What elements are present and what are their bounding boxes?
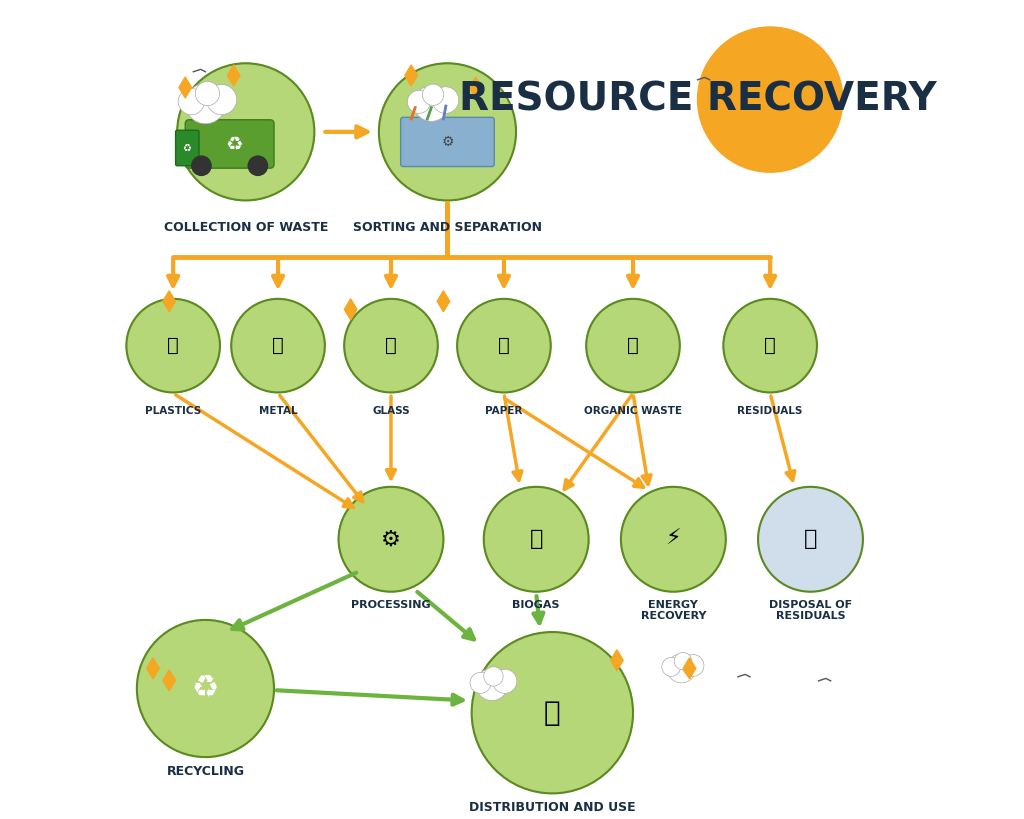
Circle shape [432, 87, 459, 113]
Polygon shape [812, 61, 825, 82]
Text: METAL: METAL [259, 406, 297, 416]
Polygon shape [227, 65, 240, 86]
Text: RESIDUALS: RESIDUALS [737, 406, 803, 416]
Text: ENERGY
RECOVERY: ENERGY RECOVERY [641, 600, 707, 622]
Text: 🚜: 🚜 [804, 529, 817, 550]
Text: RESOURCE RECOVERY: RESOURCE RECOVERY [459, 80, 936, 119]
Circle shape [191, 156, 211, 175]
Text: ⚙: ⚙ [441, 134, 454, 148]
Polygon shape [163, 291, 175, 312]
Text: ⚙: ⚙ [381, 529, 401, 550]
Circle shape [126, 299, 220, 392]
Polygon shape [683, 658, 695, 679]
Circle shape [344, 299, 438, 392]
Circle shape [470, 672, 492, 694]
Polygon shape [764, 69, 776, 90]
Circle shape [483, 667, 503, 686]
Text: 🏠: 🏠 [544, 699, 561, 726]
Circle shape [196, 81, 219, 106]
Circle shape [178, 88, 205, 115]
Circle shape [621, 486, 726, 591]
Circle shape [682, 654, 703, 676]
Text: DISPOSAL OF
RESIDUALS: DISPOSAL OF RESIDUALS [769, 600, 852, 622]
Circle shape [472, 632, 633, 794]
Text: COLLECTION OF WASTE: COLLECTION OF WASTE [164, 220, 328, 233]
Text: DISTRIBUTION AND USE: DISTRIBUTION AND USE [469, 802, 636, 814]
Circle shape [586, 299, 680, 392]
Text: 🥫: 🥫 [272, 336, 284, 355]
Text: ⚡: ⚡ [666, 529, 681, 550]
FancyBboxPatch shape [175, 130, 199, 165]
Circle shape [414, 86, 450, 121]
Text: 🍾: 🍾 [385, 336, 397, 355]
Circle shape [662, 658, 681, 676]
Circle shape [207, 84, 237, 115]
Text: 🛍: 🛍 [764, 336, 776, 355]
Text: ♻: ♻ [225, 134, 243, 153]
Circle shape [408, 90, 430, 113]
Circle shape [185, 84, 225, 124]
Polygon shape [610, 649, 624, 671]
Text: 🍶: 🍶 [167, 336, 179, 355]
Circle shape [667, 654, 696, 683]
Text: ♻: ♻ [182, 143, 191, 153]
Polygon shape [179, 77, 191, 98]
Circle shape [379, 63, 516, 201]
Polygon shape [404, 65, 418, 86]
Circle shape [493, 669, 517, 694]
Text: 🔥: 🔥 [529, 529, 543, 550]
Circle shape [423, 84, 443, 106]
Text: SORTING AND SEPARATION: SORTING AND SEPARATION [353, 220, 542, 233]
Text: ORGANIC WASTE: ORGANIC WASTE [584, 406, 682, 416]
Circle shape [723, 299, 817, 392]
FancyBboxPatch shape [400, 117, 495, 166]
FancyBboxPatch shape [185, 120, 274, 168]
Text: RECYCLING: RECYCLING [167, 765, 245, 778]
Polygon shape [163, 670, 175, 691]
Circle shape [177, 63, 314, 201]
Circle shape [457, 299, 551, 392]
Polygon shape [146, 658, 160, 679]
Circle shape [137, 620, 274, 757]
Text: PAPER: PAPER [485, 406, 522, 416]
Polygon shape [437, 291, 450, 312]
Polygon shape [344, 299, 357, 320]
Circle shape [476, 668, 508, 700]
Circle shape [674, 653, 691, 670]
Circle shape [697, 27, 843, 172]
Circle shape [248, 156, 267, 175]
Text: PLASTICS: PLASTICS [145, 406, 202, 416]
Polygon shape [469, 77, 482, 98]
Text: BIOGAS: BIOGAS [512, 600, 560, 610]
Text: GLASS: GLASS [372, 406, 410, 416]
Circle shape [231, 299, 325, 392]
Text: 🍎: 🍎 [627, 336, 639, 355]
Text: 📦: 📦 [498, 336, 510, 355]
Circle shape [339, 486, 443, 591]
Text: ♻: ♻ [191, 674, 219, 703]
Circle shape [758, 486, 863, 591]
Text: PROCESSING: PROCESSING [351, 600, 431, 610]
Circle shape [483, 486, 589, 591]
